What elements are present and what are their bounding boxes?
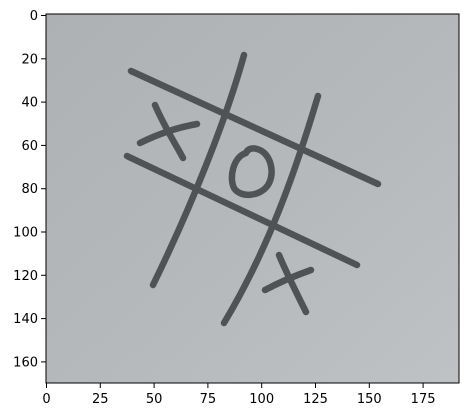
y-tick-label: 140	[13, 312, 38, 327]
x-mark-top-left	[136, 101, 201, 162]
x-tick-label: 50	[146, 392, 163, 407]
y-tick-label: 60	[21, 139, 38, 154]
x-tick-label: 75	[200, 392, 217, 407]
tic-tac-toe-grid	[123, 51, 382, 327]
y-axis: 0 20 40 60 80 100 120 140 160	[13, 9, 46, 370]
x-tick-label: 100	[249, 392, 274, 407]
y-tick-label: 40	[21, 96, 38, 111]
grid-line-right	[220, 92, 322, 327]
y-tick-label: 100	[13, 226, 38, 241]
x-tick-label: 150	[357, 392, 382, 407]
y-tick-label: 160	[13, 355, 38, 370]
grid-line-top	[127, 67, 382, 188]
grid-line-bottom	[123, 152, 361, 269]
axes-frame	[45, 13, 460, 384]
x-mark-bottom-right	[261, 251, 315, 316]
y-tick-label: 80	[21, 182, 38, 197]
x-tick-label: 175	[411, 392, 436, 407]
y-tick-label: 20	[21, 52, 38, 67]
y-tick-label: 120	[13, 269, 38, 284]
x-axis: 0 25 50 75 100 125 150 175	[42, 383, 436, 407]
o-mark-center	[228, 145, 275, 198]
x-tick-label: 0	[42, 392, 50, 407]
grid-line-left	[149, 51, 248, 289]
x-tick-label: 25	[92, 392, 109, 407]
x-tick-label: 125	[303, 392, 328, 407]
paper-photo	[46, 14, 459, 383]
y-tick-label: 0	[30, 9, 38, 24]
